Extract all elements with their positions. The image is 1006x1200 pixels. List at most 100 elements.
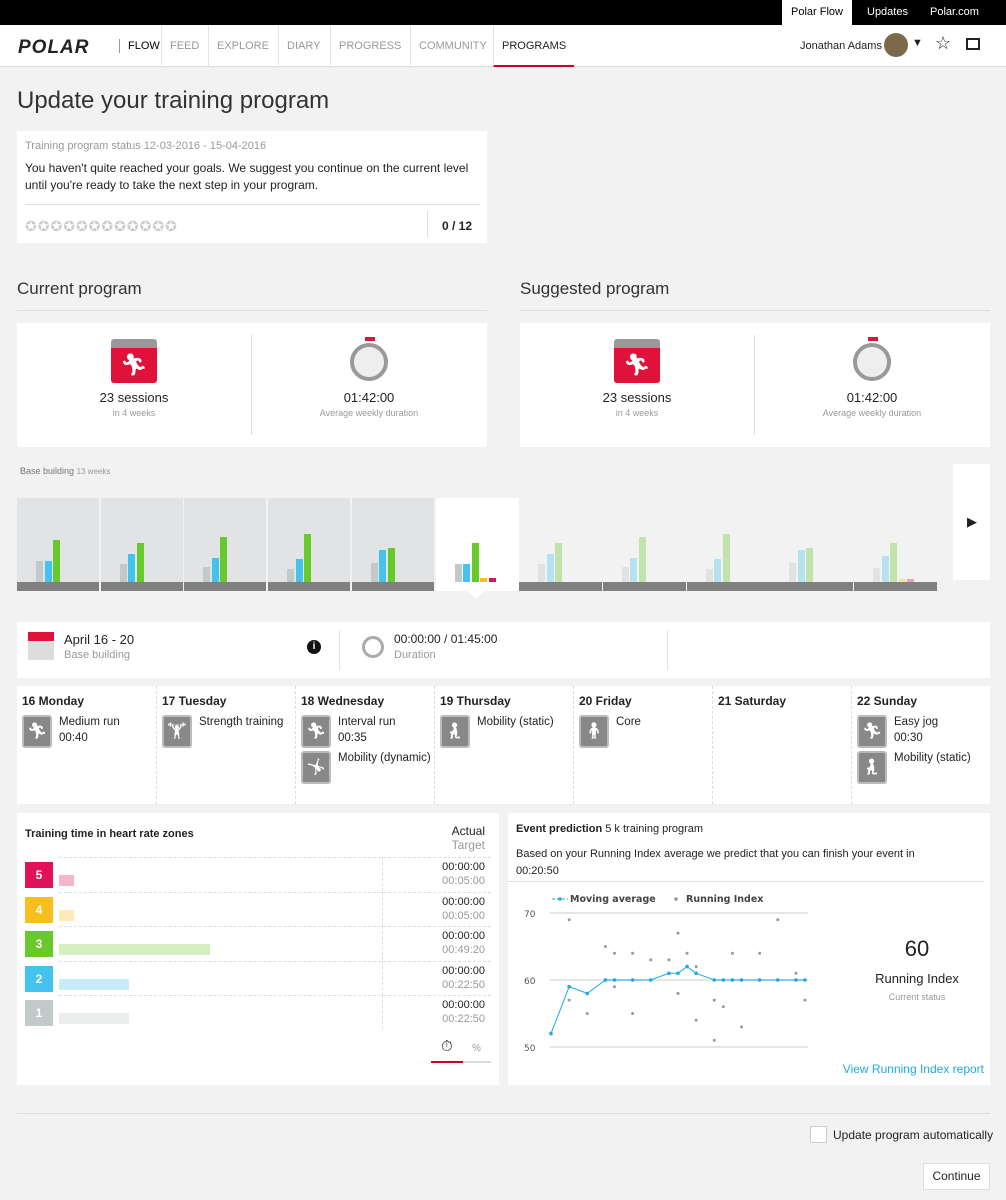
running-index-point <box>794 971 798 975</box>
session-name: Mobility (dynamic) <box>338 752 431 764</box>
star-icon: ✪ <box>152 218 166 234</box>
running-index-point <box>567 918 571 922</box>
week-timeline-bar <box>519 582 603 591</box>
session-item[interactable]: 🧎︎ Mobility (static) <box>857 751 987 785</box>
zone-actual: 00:00:00 <box>442 930 485 942</box>
day-column: 18 Wednesday 🏃︎ Interval run 00:35 🤸︎ Mo… <box>295 686 434 804</box>
continue-button[interactable]: Continue <box>923 1163 990 1190</box>
running-index-point <box>631 951 635 955</box>
week-zone-bar <box>621 567 629 582</box>
week-column[interactable] <box>686 498 770 591</box>
week-phase: Base building <box>64 649 131 661</box>
info-icon[interactable]: i <box>307 640 321 654</box>
ri-label: Running Index <box>875 971 959 986</box>
nav-community[interactable]: COMMUNITY <box>410 25 495 67</box>
lunge-icon: 🧎︎ <box>440 715 470 748</box>
session-item[interactable]: 🤸︎ Mobility (dynamic) <box>301 751 431 785</box>
zone-target-bar <box>59 875 75 886</box>
hr-zones-card: Training time in heart rate zones Actual… <box>17 813 499 1085</box>
polar-com-link[interactable]: Polar.com <box>930 6 979 18</box>
zone-badge: 2 <box>25 965 53 992</box>
hr-zone-row: 4 00:00:00 00:05:00 <box>25 891 491 926</box>
week-column[interactable] <box>602 498 686 591</box>
avatar[interactable] <box>884 33 908 57</box>
page-title: Update your training program <box>17 87 330 114</box>
polar-flow-link[interactable]: Polar Flow <box>782 0 852 25</box>
view-ri-report-link[interactable]: View Running Index report <box>842 1062 984 1076</box>
zone-target: 00:22:50 <box>442 978 485 991</box>
zone-badge: 3 <box>25 931 53 957</box>
legend-moving-average-marker <box>558 897 562 901</box>
auto-update-checkbox[interactable] <box>810 1126 827 1143</box>
star-icon: ✪ <box>139 218 153 234</box>
zone-badge: 1 <box>25 1000 53 1026</box>
day-label: 18 Wednesday <box>301 694 385 708</box>
week-column[interactable] <box>100 498 184 591</box>
week-zone-bar <box>873 568 880 582</box>
week-zone-bar <box>797 550 805 582</box>
week-zone-bar <box>890 543 897 582</box>
week-column[interactable] <box>519 498 603 591</box>
session-item[interactable]: 🧍︎ Core <box>579 715 709 749</box>
star-icon[interactable]: ☆ <box>935 33 952 53</box>
y-tick-label: 70 <box>524 910 536 920</box>
time-view-stopwatch-icon[interactable]: ⏱ <box>441 1038 453 1055</box>
zone-target-bar <box>59 1013 130 1024</box>
session-item[interactable]: 🏃︎ Easy jog 00:30 <box>857 715 987 749</box>
week-zone-bar <box>705 569 713 582</box>
nav-progress[interactable]: PROGRESS <box>330 25 409 67</box>
week-zone-bar <box>136 543 144 582</box>
nav-explore[interactable]: EXPLORE <box>208 25 277 67</box>
polar-logo[interactable]: POLAR <box>18 37 90 58</box>
week-timeline-bar <box>435 582 519 591</box>
moving-average-point <box>630 978 635 982</box>
running-index-point <box>631 1012 635 1015</box>
star-icon: ✪ <box>50 218 64 234</box>
zone-actual: 00:00:00 <box>442 964 485 977</box>
nav-flow[interactable]: FLOW <box>119 39 168 53</box>
day-column: 17 Tuesday 🏋︎ Strength training <box>156 686 295 804</box>
session-name: Core <box>616 716 641 728</box>
running-icon: 🏃︎ <box>857 715 887 748</box>
session-item[interactable]: 🏃︎ Interval run 00:35 <box>301 715 431 749</box>
week-zone-bar <box>119 564 127 582</box>
phase-length: 13 weeks <box>76 467 111 476</box>
week-column[interactable] <box>351 498 435 591</box>
week-zone-bar <box>898 579 906 582</box>
hr-zones-title: Training time in heart rate zones <box>25 828 194 840</box>
next-weeks-button[interactable]: ▶ <box>953 464 990 580</box>
current-program-card: 🏃︎ 23 sessions in 4 weeks 01:42:00 Avera… <box>17 323 487 447</box>
week-zone-bar <box>211 558 219 582</box>
week-column[interactable] <box>435 498 519 591</box>
auto-update-label[interactable]: Update program automatically <box>833 1128 994 1142</box>
moving-average-point <box>803 978 807 982</box>
moving-average-point <box>667 971 671 976</box>
sessions-count: 23 sessions <box>602 390 672 405</box>
percent-view-toggle[interactable]: % <box>472 1043 481 1054</box>
zone-target: 00:22:50 <box>442 1013 485 1025</box>
session-item[interactable]: 🏋︎ Strength training <box>162 715 292 749</box>
week-column[interactable] <box>184 498 268 591</box>
running-index-point <box>739 1025 743 1029</box>
updates-link[interactable]: Updates <box>867 6 908 18</box>
week-column[interactable] <box>268 498 352 591</box>
running-index-point <box>685 951 689 955</box>
session-item[interactable]: 🏃︎ Medium run 00:40 <box>22 715 152 749</box>
week-column[interactable] <box>854 498 937 591</box>
week-column[interactable] <box>17 498 100 591</box>
nav-feed[interactable]: FEED <box>161 25 207 67</box>
week-column[interactable] <box>770 498 854 591</box>
session-name: Strength training <box>199 716 284 728</box>
user-name[interactable]: Jonathan Adams <box>800 40 882 52</box>
running-index-point <box>758 951 762 955</box>
session-item[interactable]: 🧎︎ Mobility (static) <box>440 715 570 749</box>
week-timeline-bar <box>184 582 267 591</box>
nav-programs[interactable]: PROGRAMS <box>493 25 575 67</box>
nav-diary[interactable]: DIARY <box>278 25 328 67</box>
user-menu-chevron-icon[interactable]: ▼ <box>912 37 923 49</box>
y-tick-label: 60 <box>524 977 536 987</box>
legend-running-index-marker <box>674 897 678 901</box>
moving-average-point <box>676 971 680 976</box>
moving-average-point <box>730 978 735 982</box>
message-icon[interactable] <box>966 38 980 50</box>
